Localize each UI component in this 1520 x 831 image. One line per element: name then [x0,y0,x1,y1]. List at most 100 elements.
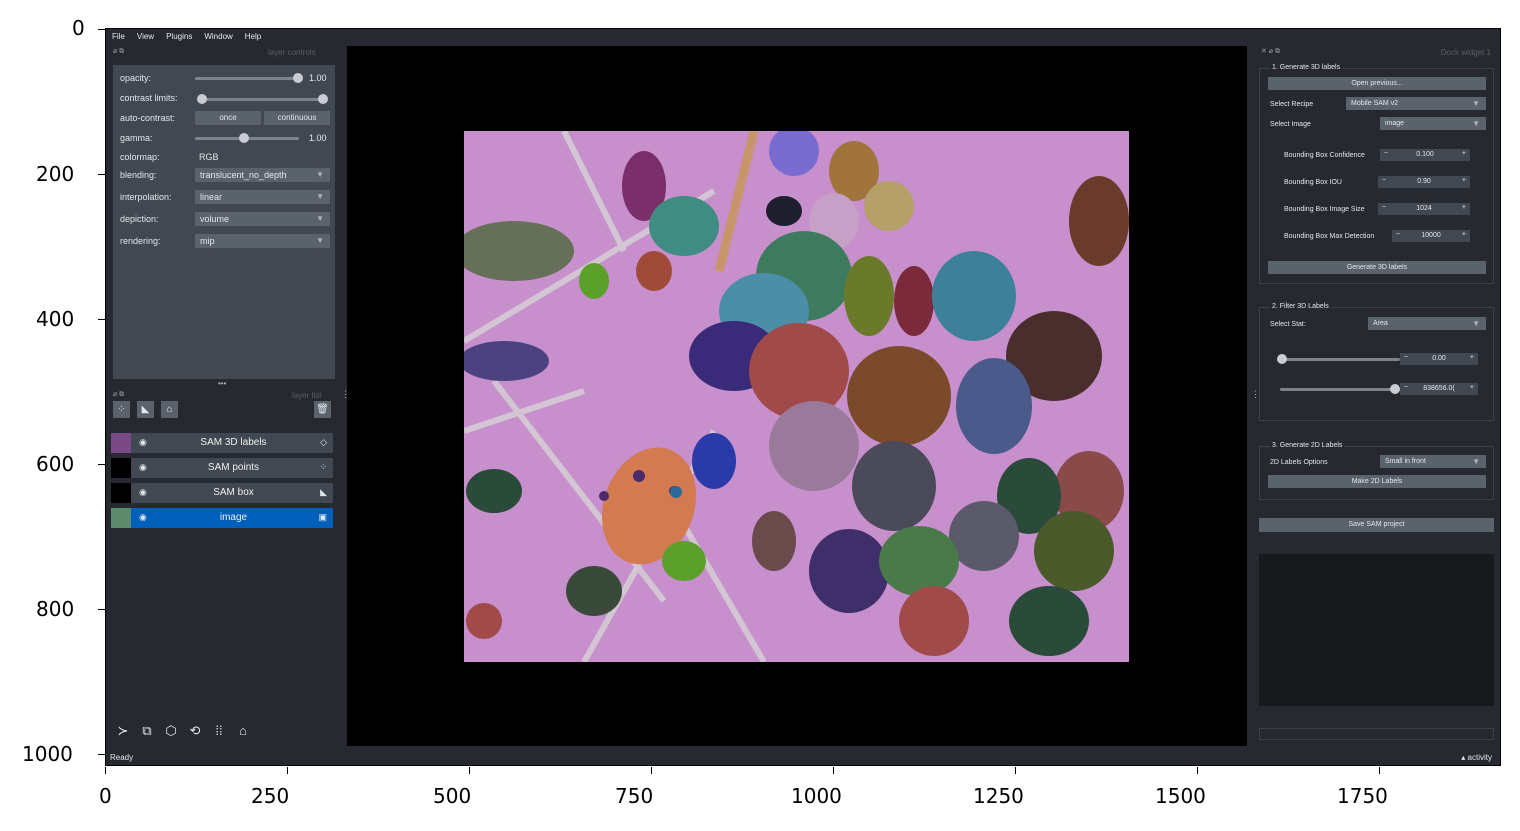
spin-value: 0.00 [1432,355,1446,362]
menu-window[interactable]: Window [204,31,233,41]
transpose-icon[interactable]: ⟲ [189,723,201,738]
ytick-label: 600 [36,452,75,476]
dock-splitter-handle[interactable]: ⋮ [1251,389,1260,399]
ndisplay-3d-icon[interactable]: ⧉ [142,723,152,738]
plus-icon[interactable]: + [1469,384,1474,391]
grid-icon[interactable]: ⁞⁞ [215,723,223,738]
delete-layer-icon[interactable]: 🗑 [314,401,331,418]
select-recipe-label: Select Recipe [1270,101,1314,108]
rendering-dropdown[interactable]: mip ▼ [195,234,330,248]
max-filter-handle[interactable] [1390,384,1400,394]
layer-thumbnail [111,508,131,528]
minus-icon[interactable]: − [1382,177,1387,184]
roll-dims-icon[interactable]: ⬡ [165,723,177,738]
min-filter-spinbox[interactable]: − 0.00 + [1400,353,1478,365]
bb-iou-spinbox[interactable]: − 0.90 + [1378,176,1470,188]
generate-2d-labels-group: 3. Generate 2D Labels 2D Labels Options … [1259,442,1494,500]
spin-value: 1024 [1416,205,1432,212]
interpolation-label: interpolation: [120,192,172,202]
bb-iou-label: Bounding Box IOU [1284,179,1342,186]
max-filter-spinbox[interactable]: − 838656.0(+ [1400,383,1478,395]
min-filter-handle[interactable] [1277,354,1287,364]
opacity-slider[interactable] [195,77,299,80]
layer-row-sam-points[interactable]: ◉ SAM points ⁘ [111,458,333,478]
dock-widget-panel: ✕ ⌀ ⧉ Dock widget 1 1. Generate 3D label… [1259,46,1495,746]
chevron-down-icon: ▼ [316,170,324,179]
open-previous-button[interactable]: Open previous... [1268,77,1486,90]
minus-icon[interactable]: − [1382,204,1387,211]
eye-icon[interactable]: ◉ [139,462,147,472]
plus-icon[interactable]: + [1461,177,1466,184]
image-icon: ▣ [318,512,327,522]
chevron-down-icon: ▼ [316,214,324,223]
xtick-label: 1750 [1337,784,1388,808]
spin-value: 0.90 [1417,178,1431,185]
opacity-slider-handle[interactable] [293,73,303,83]
segmented-image [464,131,1129,662]
once-button[interactable]: once [195,111,261,125]
plus-icon[interactable]: + [1461,231,1466,238]
eye-icon[interactable]: ◉ [139,512,147,522]
bb-image-size-spinbox[interactable]: − 1024 + [1378,203,1470,215]
xtick-mark [105,767,106,774]
select-recipe-dropdown[interactable]: Mobile SAM v2 ▼ [1346,97,1486,110]
viewer-canvas[interactable] [347,46,1247,746]
labels-2d-options-dropdown[interactable]: Small in front ▼ [1380,455,1486,468]
layer-row-sam-box[interactable]: ◉ SAM box ◣ [111,483,333,503]
layer-row-sam-3d-labels[interactable]: ◉ SAM 3D labels ◇ [111,433,333,453]
menu-file[interactable]: File [112,31,125,41]
interpolation-dropdown[interactable]: linear ▼ [195,190,330,204]
minus-icon[interactable]: − [1404,354,1409,361]
menu-plugins[interactable]: Plugins [166,31,193,41]
save-sam-project-button[interactable]: Save SAM project [1259,518,1494,532]
layer-name: image [219,512,248,523]
plus-icon[interactable]: + [1469,354,1474,361]
dock-close-float-icon[interactable]: ⌀ ⧉ [113,48,125,55]
min-filter-slider[interactable] [1280,358,1400,361]
layer-row-image[interactable]: ◉ image ▣ [111,508,333,528]
eye-icon[interactable]: ◉ [139,437,147,447]
dock-widget-title: Dock widget 1 [1440,48,1491,57]
max-filter-slider[interactable] [1280,388,1400,391]
depiction-dropdown[interactable]: volume ▼ [195,212,330,226]
bb-confidence-spinbox[interactable]: − 0.100 + [1380,149,1470,161]
new-labels-layer-icon[interactable]: ⌂ [161,401,178,418]
menu-help[interactable]: Help [244,31,262,41]
blending-value: translucent_no_depth [200,170,287,180]
minus-icon[interactable]: − [1396,231,1401,238]
plus-icon[interactable]: + [1461,150,1466,157]
menu-view[interactable]: View [136,31,155,41]
opacity-value: 1.00 [309,73,327,83]
make-2d-labels-button[interactable]: Make 2D Labels [1268,475,1486,488]
dock-close-float-icon[interactable]: ⌀ ⧉ [113,391,125,398]
continuous-button[interactable]: continuous [264,111,330,125]
minus-icon[interactable]: − [1404,384,1409,391]
plus-icon[interactable]: + [1461,204,1466,211]
activity-button[interactable]: ▴ activity [1461,753,1492,762]
minus-icon[interactable]: − [1384,150,1389,157]
contrast-limits-slider[interactable] [201,98,323,101]
new-shapes-layer-icon[interactable]: ◣ [137,401,154,418]
bb-max-detection-spinbox[interactable]: − 10000 + [1392,230,1470,242]
dock-splitter-handle-left[interactable]: ⋮ [341,389,350,399]
layer-thumbnail [111,458,131,478]
splitter-handle[interactable]: ••• [218,379,227,388]
contrast-min-handle[interactable] [197,94,207,104]
generate-3d-labels-button[interactable]: Generate 3D labels [1268,261,1486,274]
layer-controls-title: layer controls [268,48,316,57]
new-points-layer-icon[interactable]: ⁘ [113,401,130,418]
select-image-dropdown[interactable]: image ▼ [1380,117,1486,130]
select-stat-label: Select Stat: [1270,321,1306,328]
eye-icon[interactable]: ◉ [139,487,147,497]
console-icon[interactable]: ≻ [117,723,129,738]
layer-name: SAM 3D labels [200,437,267,448]
home-icon[interactable]: ⌂ [239,723,247,738]
select-stat-dropdown[interactable]: Area ▼ [1368,317,1486,330]
group-title: 2. Filter 3D Labels [1270,303,1331,310]
gamma-slider-handle[interactable] [239,133,249,143]
menu-bar: File View Plugins Window Help [106,29,1500,43]
contrast-max-handle[interactable] [318,94,328,104]
dock-close-float-icon[interactable]: ✕ ⌀ ⧉ [1261,48,1280,55]
bb-image-size-label: Bounding Box Image Size [1284,206,1365,213]
blending-dropdown[interactable]: translucent_no_depth ▼ [195,168,330,182]
